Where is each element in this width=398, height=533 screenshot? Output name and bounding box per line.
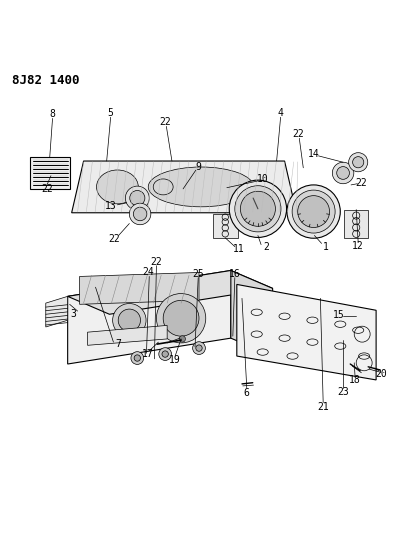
Circle shape: [353, 157, 364, 168]
Text: 20: 20: [375, 369, 387, 379]
Ellipse shape: [96, 170, 139, 204]
Polygon shape: [46, 296, 68, 327]
Ellipse shape: [153, 179, 173, 195]
Circle shape: [118, 309, 140, 332]
Circle shape: [131, 352, 144, 365]
Text: 22: 22: [150, 257, 162, 266]
Circle shape: [193, 342, 205, 354]
Text: 7: 7: [116, 339, 121, 349]
Text: 22: 22: [41, 184, 53, 194]
Polygon shape: [68, 270, 273, 314]
Polygon shape: [344, 209, 368, 238]
Polygon shape: [88, 326, 167, 345]
Text: 25: 25: [192, 269, 204, 279]
Text: 8: 8: [50, 109, 55, 119]
Text: 18: 18: [349, 375, 361, 384]
Text: 8J82 1400: 8J82 1400: [12, 74, 80, 87]
Text: 6: 6: [244, 387, 250, 398]
Circle shape: [240, 191, 275, 227]
Text: 24: 24: [142, 268, 154, 278]
Polygon shape: [237, 285, 376, 380]
Circle shape: [349, 152, 368, 172]
Polygon shape: [213, 214, 238, 238]
Circle shape: [337, 167, 349, 179]
Text: 22: 22: [293, 130, 304, 139]
Circle shape: [134, 355, 140, 361]
Text: 19: 19: [168, 355, 180, 365]
Circle shape: [162, 351, 168, 357]
Circle shape: [235, 185, 281, 232]
Text: 12: 12: [352, 241, 364, 251]
Circle shape: [179, 336, 185, 342]
Text: 5: 5: [108, 108, 113, 118]
Text: 14: 14: [308, 149, 320, 159]
Text: 13: 13: [105, 201, 117, 211]
Text: 15: 15: [333, 310, 345, 320]
Circle shape: [130, 190, 145, 206]
Text: 3: 3: [71, 309, 76, 319]
Text: 22: 22: [159, 117, 171, 127]
Text: 9: 9: [195, 162, 201, 172]
Circle shape: [129, 203, 151, 225]
Circle shape: [292, 190, 335, 233]
Text: 4: 4: [278, 108, 283, 118]
Ellipse shape: [148, 167, 254, 207]
Circle shape: [113, 303, 146, 337]
Polygon shape: [30, 157, 70, 189]
Text: 22: 22: [355, 178, 367, 188]
Circle shape: [196, 345, 202, 351]
Polygon shape: [68, 270, 231, 364]
Text: 17: 17: [141, 349, 153, 359]
Circle shape: [163, 300, 199, 336]
Circle shape: [332, 162, 354, 184]
Text: 23: 23: [337, 387, 349, 397]
Text: 2: 2: [263, 243, 269, 253]
Text: 22: 22: [109, 233, 121, 244]
Circle shape: [298, 196, 330, 228]
Text: 10: 10: [257, 174, 269, 184]
Circle shape: [159, 348, 172, 360]
Text: 16: 16: [229, 270, 241, 279]
Text: 11: 11: [233, 245, 245, 254]
Text: 21: 21: [318, 401, 330, 411]
Polygon shape: [231, 270, 273, 356]
Circle shape: [229, 180, 287, 237]
Circle shape: [125, 186, 149, 210]
Text: 1: 1: [323, 241, 328, 252]
Polygon shape: [80, 272, 199, 304]
Polygon shape: [72, 161, 297, 213]
Circle shape: [133, 207, 147, 221]
Circle shape: [287, 185, 340, 238]
Circle shape: [156, 294, 206, 343]
